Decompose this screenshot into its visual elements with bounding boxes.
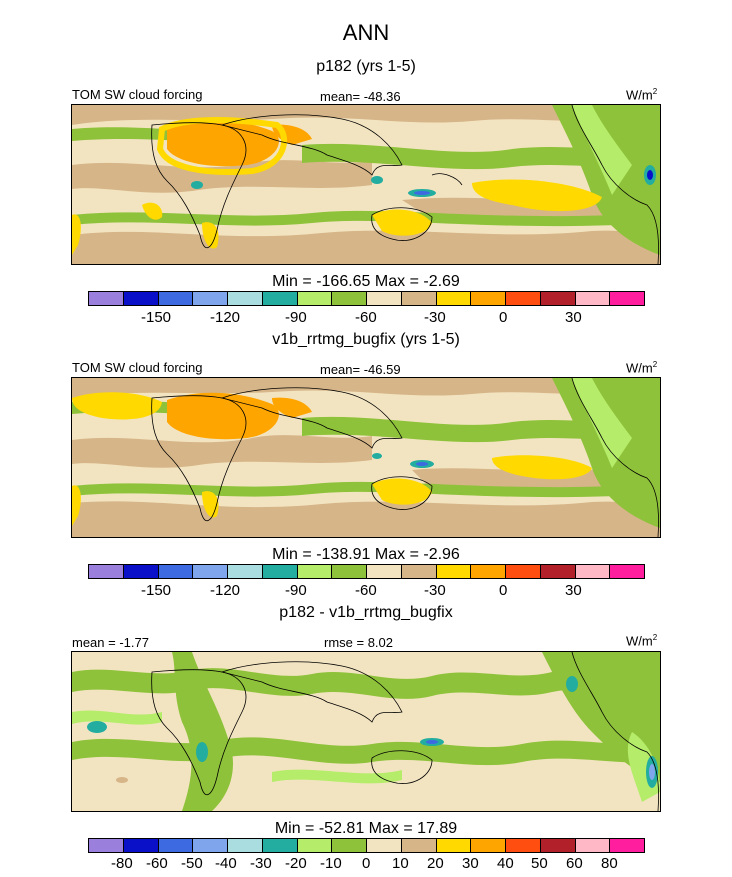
panel-3-tick: 40 <box>497 855 514 872</box>
panel-2-tick: 30 <box>565 582 582 599</box>
panel-1-units: W/m2 <box>626 87 658 103</box>
panel-3-colorbar <box>88 838 645 853</box>
panel-2-tick: 0 <box>499 582 508 599</box>
panel-1-tick: -60 <box>355 309 377 326</box>
page-title: ANN <box>342 20 390 45</box>
panel-2-minmax: Min = -138.91 Max = -2.96 <box>272 546 460 563</box>
panel-1-variable-label: TOM SW cloud forcing <box>72 87 203 102</box>
panel-1-tick: -30 <box>424 309 446 326</box>
panel-1-tick: -120 <box>210 309 241 326</box>
panel-3-tick: -20 <box>285 855 307 872</box>
panel-1-map <box>71 104 661 265</box>
panel-3-tick: -80 <box>111 855 133 872</box>
panel-3-minmax: Min = -52.81 Max = 17.89 <box>274 820 458 837</box>
panel-1-tick: 30 <box>565 309 582 326</box>
panel-2-tick: -120 <box>210 582 241 599</box>
panel-3-rmse-label: rmse = 8.02 <box>324 635 394 650</box>
panel-3-tick: 20 <box>427 855 444 872</box>
panel-2-units: W/m2 <box>626 360 658 376</box>
panel-3-tick: -30 <box>250 855 272 872</box>
panel-1-subtitle: p182 (yrs 1-5) <box>316 58 416 75</box>
panel-3-map <box>71 651 661 812</box>
panel-3-subtitle: p182 - v1b_rrtmg_bugfix <box>279 604 453 621</box>
panel-3-tick: -60 <box>146 855 168 872</box>
panel-2-tick: -90 <box>285 582 307 599</box>
panel-3-tick: 10 <box>392 855 409 872</box>
panel-3-tick: 80 <box>601 855 618 872</box>
panel-3-mean-label: mean = -1.77 <box>72 635 149 650</box>
panel-1-tick: 0 <box>499 309 508 326</box>
panel-2-subtitle: v1b_rrtmg_bugfix (yrs 1-5) <box>272 331 460 348</box>
panel-3-tick: 60 <box>566 855 583 872</box>
panel-1-tick: -150 <box>141 309 172 326</box>
panel-1-minmax: Min = -166.65 Max = -2.69 <box>272 273 460 290</box>
panel-2-variable-label: TOM SW cloud forcing <box>72 360 203 375</box>
panel-2-tick: -60 <box>355 582 377 599</box>
panel-2-mean-label: mean= -46.59 <box>320 362 401 377</box>
panel-3-tick: 30 <box>462 855 479 872</box>
panel-3-tick: -10 <box>320 855 342 872</box>
panel-3-tick: 0 <box>362 855 371 872</box>
panel-1-mean-label: mean= -48.36 <box>320 89 401 104</box>
panel-3-tick: -40 <box>215 855 237 872</box>
panel-2-colorbar <box>88 564 645 579</box>
panel-2-tick: -30 <box>424 582 446 599</box>
panel-1-colorbar <box>88 291 645 306</box>
panel-2-map <box>71 377 661 538</box>
panel-3-units: W/m2 <box>626 633 658 649</box>
panel-3-tick: -50 <box>181 855 203 872</box>
panel-1-tick: -90 <box>285 309 307 326</box>
panel-2-tick: -150 <box>141 582 172 599</box>
panel-3-tick: 50 <box>531 855 548 872</box>
